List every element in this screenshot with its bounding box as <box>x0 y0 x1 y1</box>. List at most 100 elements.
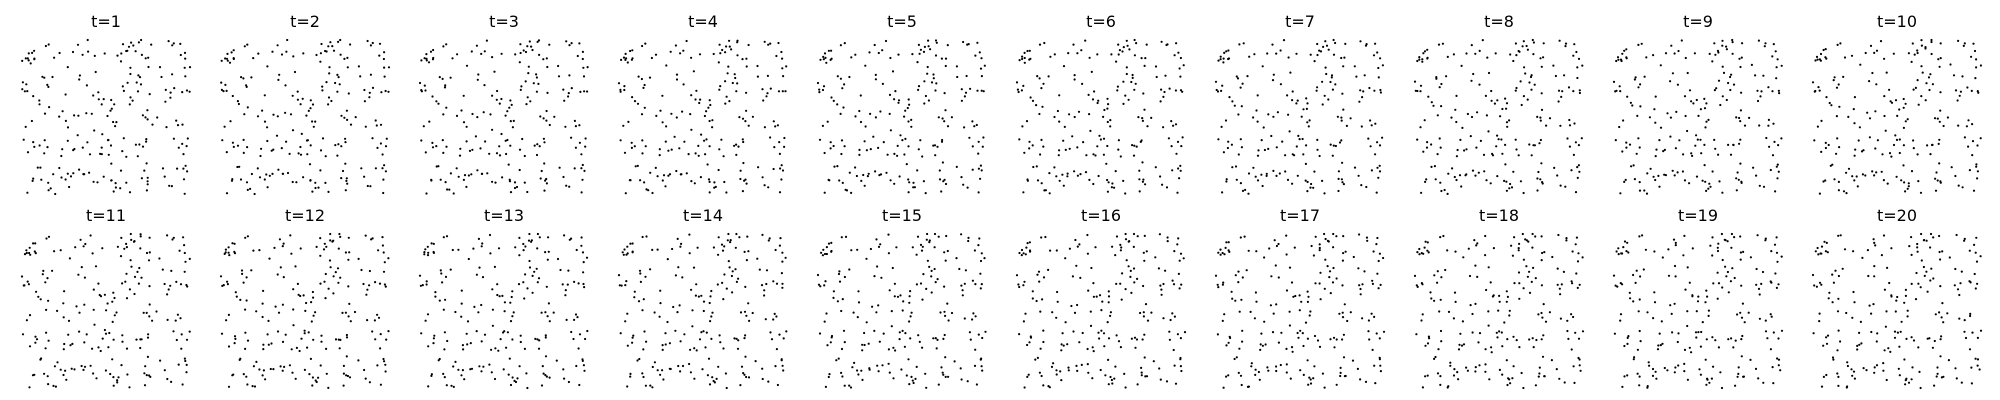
scatter-point <box>1729 153 1733 156</box>
scatter-point <box>936 145 939 148</box>
scatter-point <box>1261 184 1264 188</box>
scatter-point <box>1241 340 1244 343</box>
scatter-point <box>384 363 387 366</box>
scatter-point <box>1222 151 1225 154</box>
scatter-point <box>1974 251 1977 254</box>
scatter-point <box>376 364 379 367</box>
scatter-point <box>126 81 129 84</box>
scatter-point <box>1055 373 1058 376</box>
scatter-point <box>183 51 187 54</box>
scatter-point <box>1953 284 1956 287</box>
scatter-point <box>1636 348 1639 351</box>
scatter-point <box>1117 148 1120 151</box>
scatter-point <box>962 183 965 186</box>
scatter-point <box>92 372 95 375</box>
scatter-point <box>621 251 624 254</box>
scatter-point <box>1416 59 1419 63</box>
scatter-point <box>709 295 712 298</box>
scatter-point <box>1042 276 1046 279</box>
scatter-point <box>1363 270 1366 273</box>
scatter-point <box>516 377 519 380</box>
scatter-point <box>188 90 191 93</box>
scatter-point <box>911 379 914 382</box>
scatter-point <box>1539 119 1542 122</box>
scatter-point <box>1028 140 1031 143</box>
scatter-point <box>1487 130 1490 133</box>
scatter-point <box>930 81 934 84</box>
scatter-point <box>294 377 297 380</box>
scatter-point <box>1474 264 1477 267</box>
scatter-point <box>774 125 777 128</box>
scatter-point <box>1025 120 1029 123</box>
scatter-point <box>1930 267 1933 270</box>
scatter-point <box>1416 251 1419 254</box>
scatter-point <box>1491 154 1495 157</box>
scatter-point <box>971 145 974 148</box>
scatter-point <box>713 181 716 184</box>
scatter-point <box>1939 109 1942 112</box>
scatter-point <box>278 73 281 76</box>
scatter-point <box>336 267 340 270</box>
scatter-point <box>971 120 974 123</box>
scatter-point <box>1049 249 1052 252</box>
scatter-point <box>775 348 778 351</box>
scatter-point <box>1776 260 1779 263</box>
scatter-point <box>495 152 499 155</box>
scatter-point <box>859 94 862 97</box>
scatter-point <box>1075 364 1078 367</box>
scatter-point <box>294 265 297 268</box>
scatter-point <box>128 288 131 291</box>
scatter-point <box>1643 75 1646 78</box>
scatter-point <box>232 145 235 148</box>
scatter-point <box>1565 237 1568 240</box>
scatter-point <box>1727 291 1730 294</box>
scatter-point <box>859 120 863 124</box>
scatter-point <box>163 175 166 178</box>
scatter-point <box>1890 155 1893 158</box>
scatter-point <box>136 90 140 93</box>
scatter-point <box>1971 331 1974 334</box>
scatter-point <box>1437 348 1440 351</box>
scatter-point <box>434 291 437 294</box>
scatter-point <box>889 179 892 182</box>
scatter-point <box>1526 98 1529 101</box>
scatter-point <box>128 103 131 106</box>
scatter-point <box>429 50 433 53</box>
scatter-point <box>1942 321 1945 324</box>
scatter-point <box>1063 125 1066 128</box>
scatter-point <box>289 234 292 237</box>
scatter-point <box>1021 55 1024 58</box>
scatter-point <box>1837 329 1840 332</box>
scatter-point <box>1337 189 1340 193</box>
scatter-point <box>503 330 506 333</box>
scatter-point <box>1179 365 1182 368</box>
scatter-point <box>1539 116 1542 119</box>
scatter-point <box>772 318 775 321</box>
scatter-point <box>1940 316 1943 319</box>
scatter-point <box>1074 238 1077 242</box>
scatter-point <box>836 75 839 78</box>
scatter-point <box>1970 366 1973 369</box>
scatter-point <box>1472 72 1475 76</box>
scatter-point <box>1230 290 1233 293</box>
scatter-point <box>1224 246 1227 249</box>
scatter-point <box>115 311 118 314</box>
scatter-point <box>1775 236 1778 239</box>
scatter-point <box>1288 324 1291 327</box>
scatter-point <box>245 181 249 184</box>
scatter-point <box>431 95 434 98</box>
scatter-point <box>310 320 313 323</box>
scatter-point <box>844 235 848 238</box>
scatter-point <box>1904 120 1907 123</box>
scatter-point <box>1369 145 1372 148</box>
scatter-point <box>971 168 974 171</box>
scatter-point <box>478 365 481 368</box>
scatter-point <box>839 77 842 80</box>
scatter-point <box>167 40 170 43</box>
scatter-point <box>433 334 436 337</box>
scatter-point <box>374 167 377 170</box>
scatter-point <box>678 304 681 307</box>
scatter-point <box>135 338 138 341</box>
scatter-point <box>1816 246 1819 250</box>
scatter-point <box>738 236 741 239</box>
